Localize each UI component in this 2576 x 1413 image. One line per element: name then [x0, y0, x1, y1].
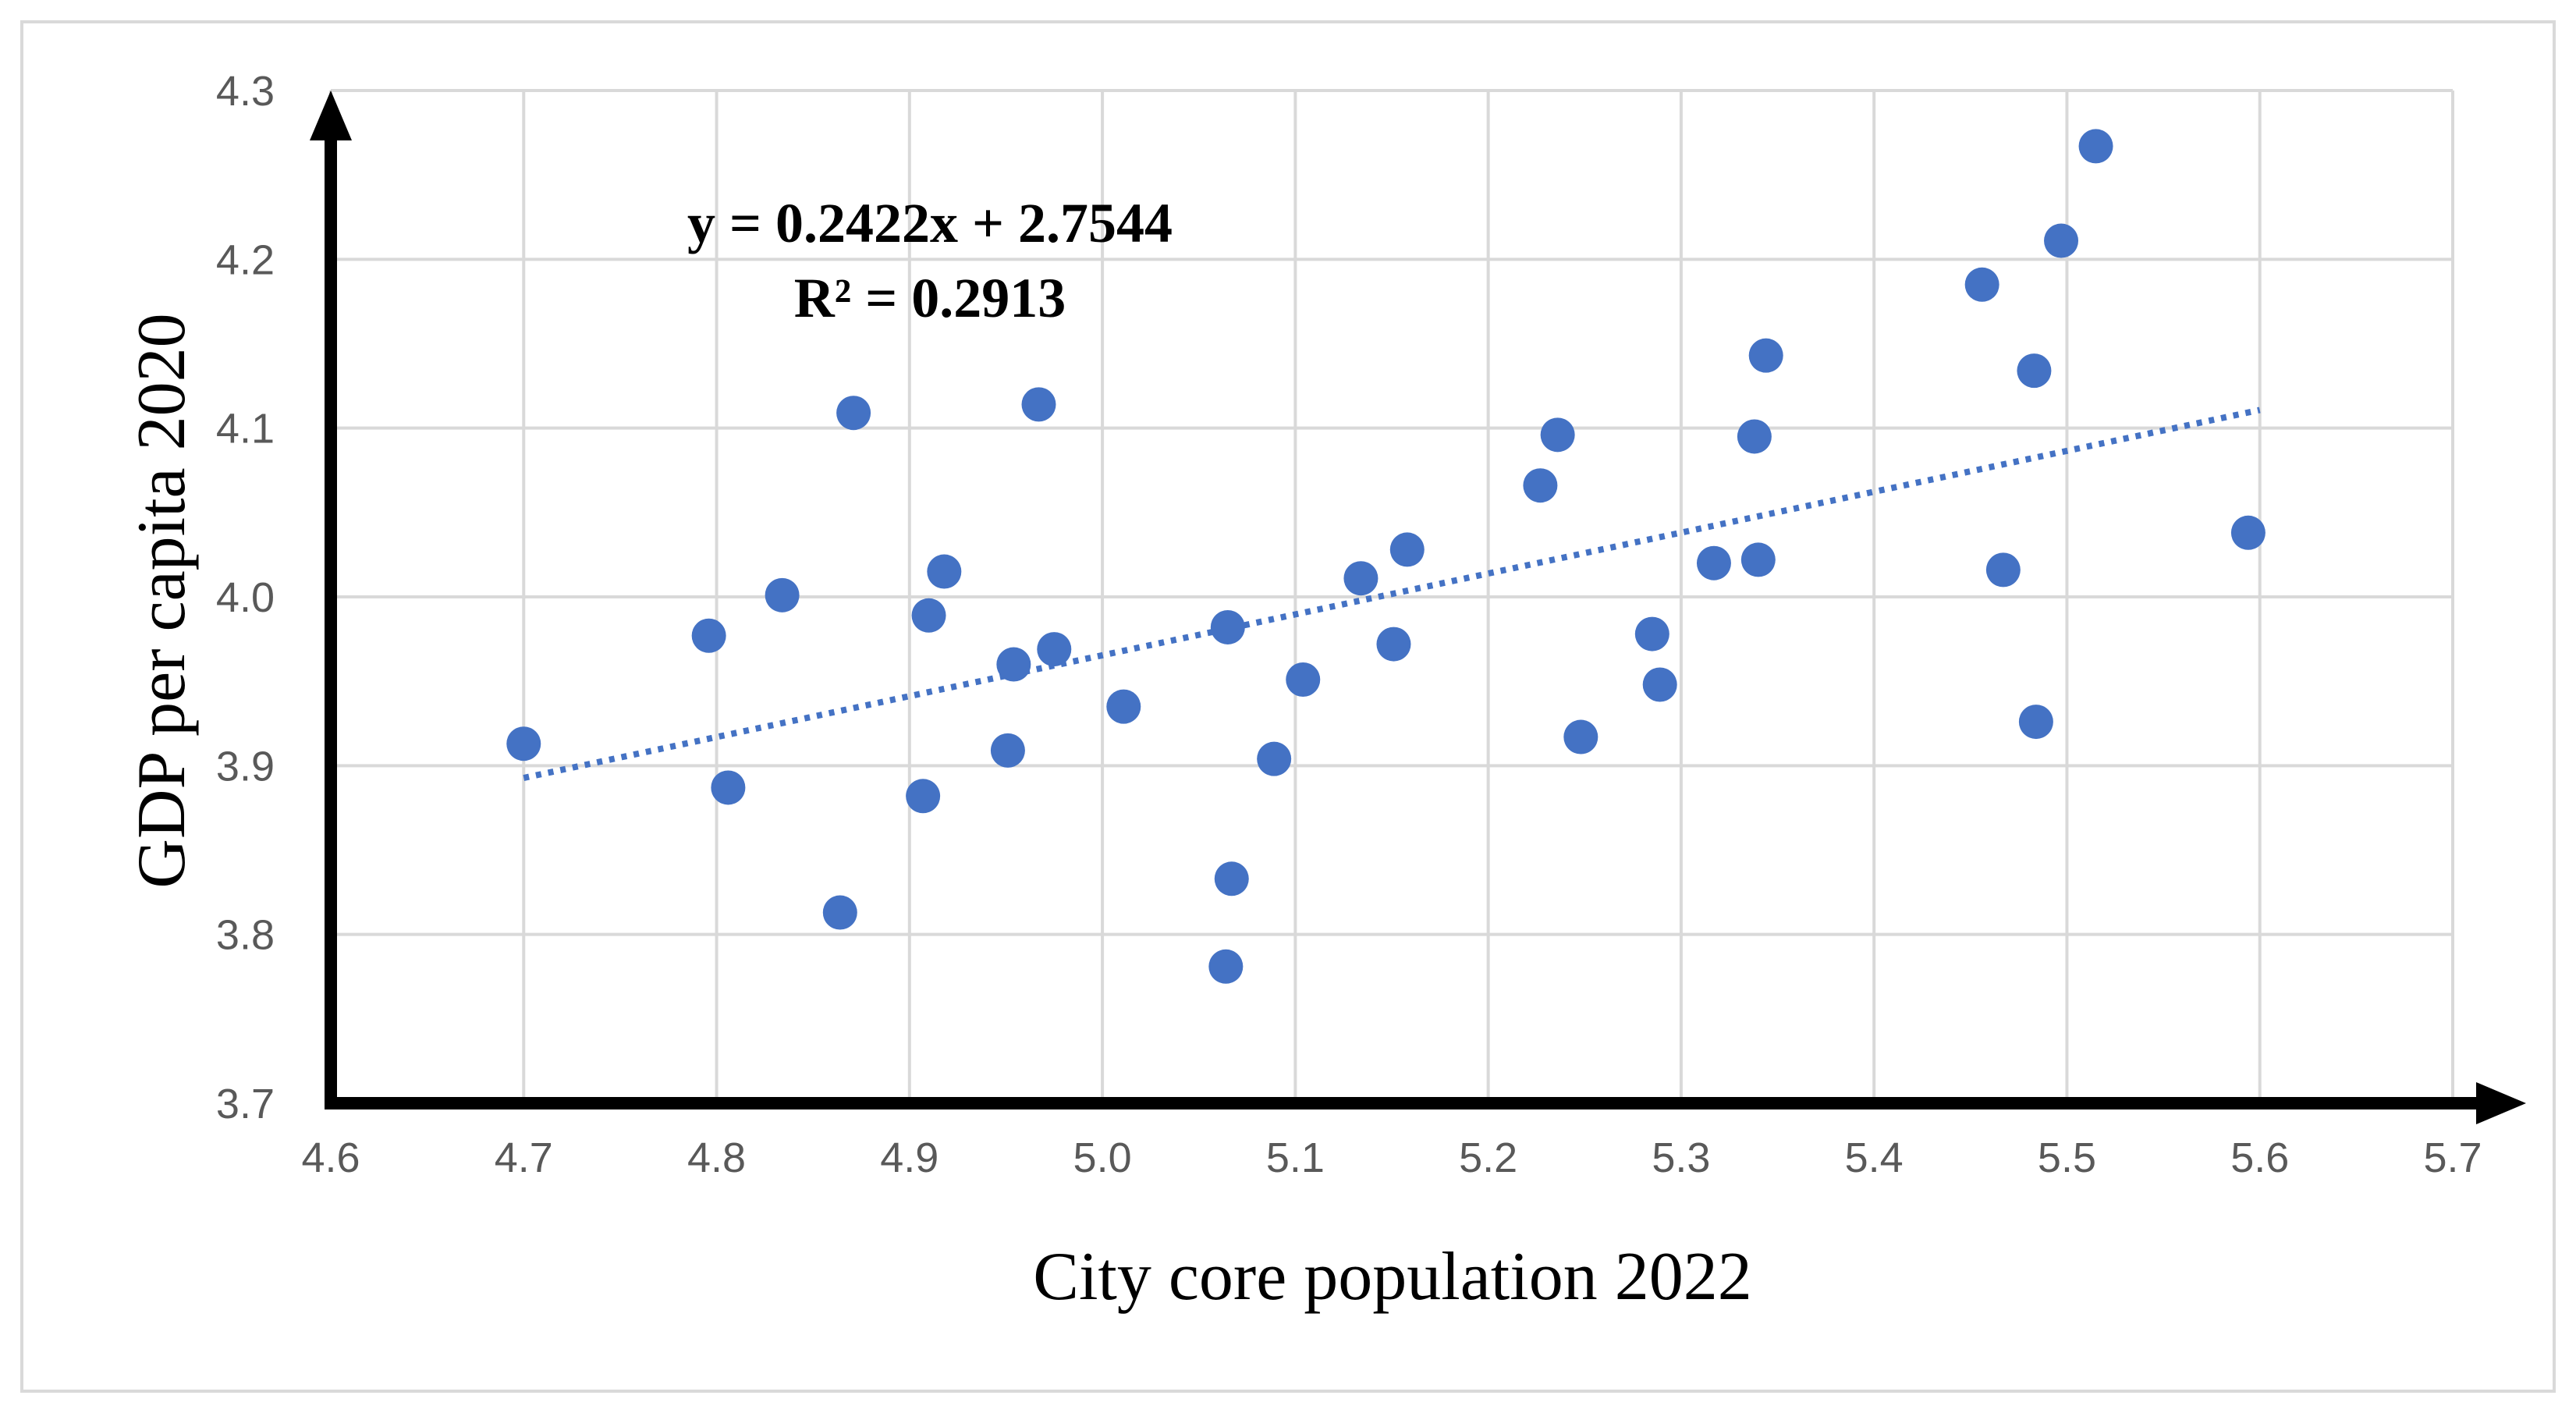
y-tick-label: 3.7 [216, 1081, 275, 1127]
data-point [1257, 741, 1292, 776]
trendline-layer [523, 407, 2261, 781]
data-point [1208, 949, 1244, 984]
data-point [691, 618, 726, 653]
data-point [2078, 129, 2113, 164]
trendline-r-squared: R² = 0.2913 [794, 267, 1066, 329]
data-point [1737, 419, 1772, 454]
x-tick-label: 5.2 [1459, 1134, 1517, 1181]
data-point [822, 895, 857, 930]
data-point [1634, 616, 1669, 651]
data-point [1106, 689, 1141, 724]
data-point [1214, 861, 1249, 896]
data-point [1210, 609, 1245, 644]
axes [310, 91, 2526, 1124]
y-tick-label: 3.9 [216, 743, 275, 790]
data-point [927, 554, 962, 589]
data-point [2230, 515, 2266, 550]
x-tick-labels: 4.6 4.7 4.8 4.9 5.0 5.1 5.2 5.3 5.4 5.5 5.6 5.7 [301, 1134, 2482, 1181]
data-points [506, 129, 2266, 984]
data-point [2017, 353, 2052, 389]
data-point [765, 577, 800, 612]
y-tick-labels: 3.7 3.8 3.9 4.0 4.1 4.2 4.3 [216, 68, 275, 1127]
x-tick-label: 5.6 [2230, 1134, 2289, 1181]
x-tick-label: 5.7 [2423, 1134, 2482, 1181]
data-point [2018, 705, 2053, 740]
data-point [2044, 223, 2079, 258]
x-tick-label: 4.9 [880, 1134, 939, 1181]
data-point [990, 733, 1025, 768]
y-tick-label: 4.1 [216, 406, 275, 453]
data-point [1563, 719, 1598, 754]
data-point [506, 726, 541, 762]
y-tick-label: 4.3 [216, 68, 275, 115]
chart-frame [20, 20, 2556, 1393]
x-axis-arrow [2476, 1082, 2526, 1124]
x-axis-title: City core population 2022 [1033, 1239, 1751, 1315]
y-axis-title: GDP per capita 2020 [124, 313, 200, 888]
y-axis-arrow [310, 91, 352, 140]
data-point [1037, 632, 1072, 667]
x-tick-label: 4.8 [687, 1134, 746, 1181]
x-tick-label: 5.4 [1845, 1134, 1904, 1181]
data-point [711, 770, 746, 805]
data-point [1748, 338, 1783, 373]
data-point [1540, 417, 1575, 453]
data-point [1642, 667, 1677, 702]
data-point [1021, 387, 1056, 422]
x-tick-label: 5.5 [2038, 1134, 2096, 1181]
x-tick-label: 5.1 [1266, 1134, 1325, 1181]
data-point [1523, 468, 1558, 503]
data-point [836, 396, 871, 431]
y-tick-label: 4.0 [216, 574, 275, 621]
data-point [911, 598, 946, 633]
x-tick-label: 5.3 [1652, 1134, 1710, 1181]
data-point [1964, 267, 1999, 302]
data-point [1696, 545, 1731, 580]
data-point [906, 779, 941, 814]
data-point [1286, 662, 1321, 698]
trendline-equation: y = 0.2422x + 2.7544 [687, 192, 1173, 254]
y-tick-label: 4.2 [216, 236, 275, 283]
x-tick-label: 4.7 [495, 1134, 553, 1181]
data-point [996, 647, 1031, 682]
y-tick-label: 3.8 [216, 912, 275, 959]
data-point [1985, 552, 2021, 588]
trendline [523, 407, 2261, 781]
data-point [1376, 627, 1411, 662]
x-tick-label: 5.0 [1073, 1134, 1132, 1181]
x-tick-label: 4.6 [301, 1134, 360, 1181]
data-point [1740, 542, 1776, 577]
data-point [1389, 532, 1425, 567]
data-point [1343, 561, 1378, 596]
